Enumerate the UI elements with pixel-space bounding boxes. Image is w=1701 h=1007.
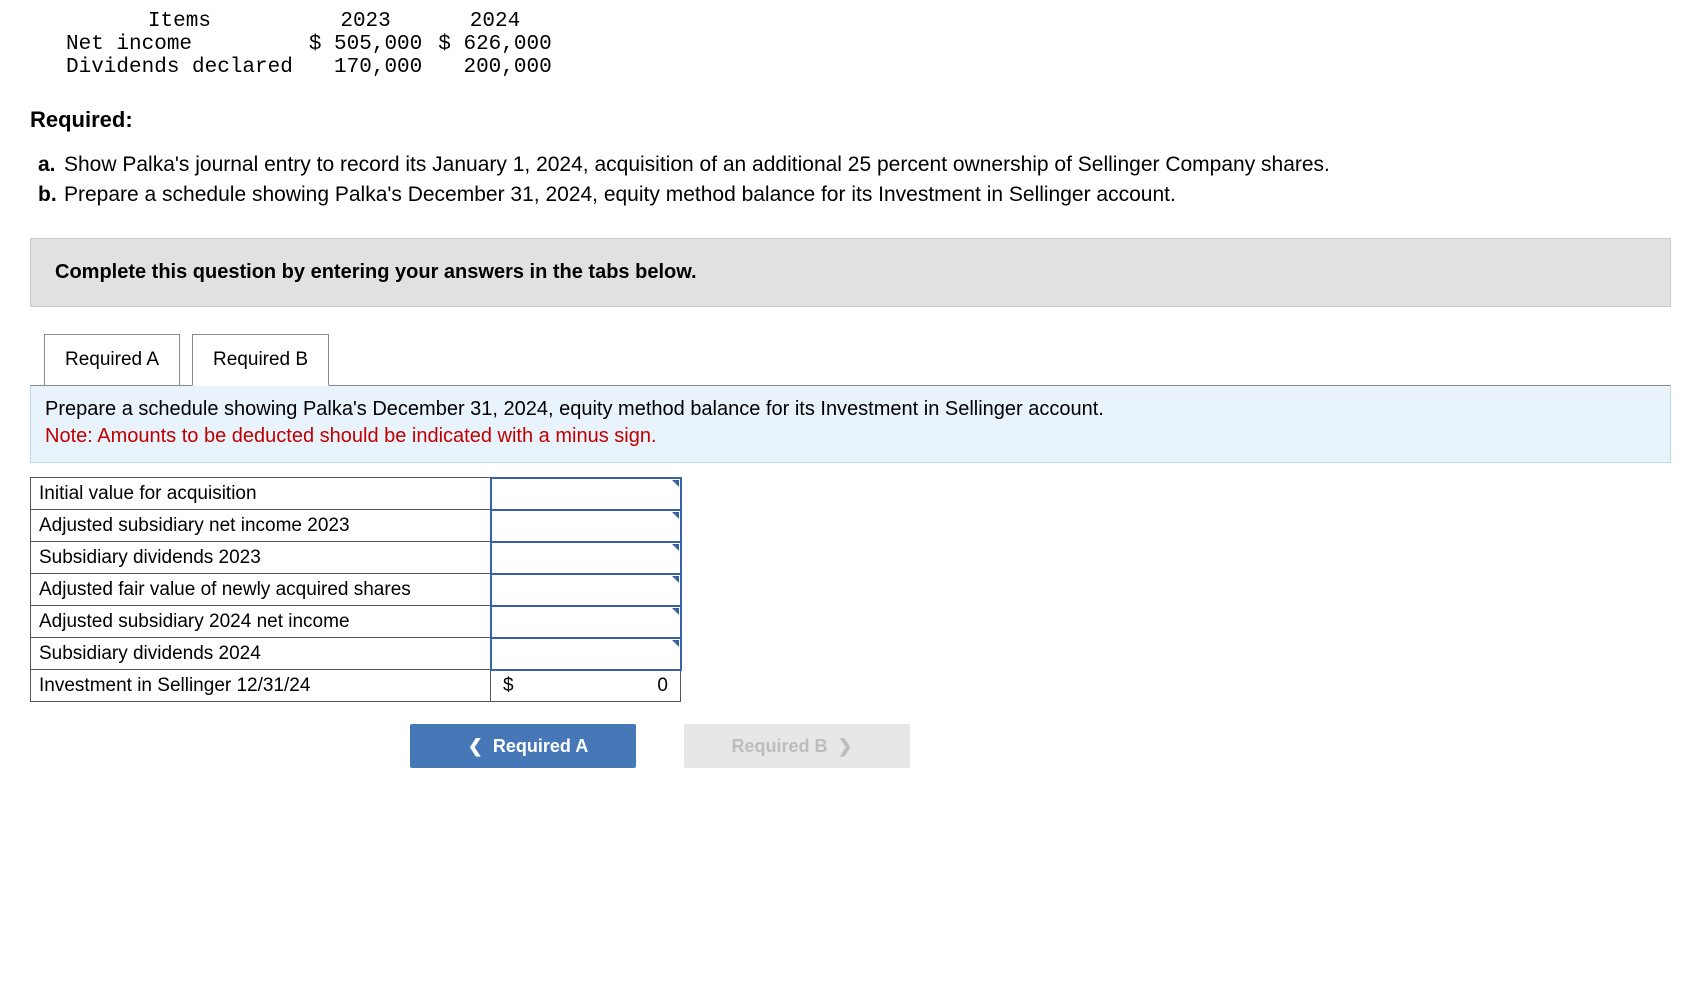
table-row: Initial value for acquisition	[31, 478, 681, 510]
nav-buttons: ❮ Required A Required B ❯	[410, 724, 1671, 768]
schedule-input[interactable]	[491, 510, 681, 542]
tab-required-a[interactable]: Required A	[44, 334, 180, 386]
schedule-input[interactable]	[491, 574, 681, 606]
table-row: Subsidiary dividends 2023	[31, 542, 681, 574]
chevron-left-icon: ❮	[468, 736, 483, 757]
cell-2024: $ 626,000	[430, 33, 559, 56]
schedule-label: Subsidiary dividends 2023	[31, 542, 491, 574]
cell-label: Net income	[58, 33, 301, 56]
table-row: Dividends declared 170,000 200,000	[58, 56, 560, 79]
cell-2023: 170,000	[301, 56, 430, 79]
schedule-label: Initial value for acquisition	[31, 478, 491, 510]
next-button: Required B ❯	[684, 724, 910, 768]
req-letter: a.	[38, 151, 64, 179]
prompt-main: Prepare a schedule showing Palka's Decem…	[45, 398, 1104, 420]
tab-prompt: Prepare a schedule showing Palka's Decem…	[30, 385, 1671, 463]
total-value: 0	[657, 675, 672, 697]
table-row: Adjusted fair value of newly acquired sh…	[31, 574, 681, 606]
instruction-bar: Complete this question by entering your …	[30, 238, 1671, 307]
col-2023: 2023	[301, 10, 430, 33]
cell-2023: $ 505,000	[301, 33, 430, 56]
tabs-row: Required A Required B	[44, 333, 1671, 385]
schedule-total-label: Investment in Sellinger 12/31/24	[31, 670, 491, 702]
requirements-list: a. Show Palka's journal entry to record …	[30, 151, 1671, 210]
table-row: Adjusted subsidiary net income 2023	[31, 510, 681, 542]
col-items: Items	[58, 10, 301, 33]
col-2024: 2024	[430, 10, 559, 33]
prompt-note: Note: Amounts to be deducted should be i…	[45, 425, 657, 447]
schedule-input[interactable]	[491, 542, 681, 574]
schedule-label: Adjusted fair value of newly acquired sh…	[31, 574, 491, 606]
next-label: Required B	[731, 736, 827, 757]
schedule-label: Adjusted subsidiary 2024 net income	[31, 606, 491, 638]
table-row: Net income $ 505,000 $ 626,000	[58, 33, 560, 56]
schedule-total-cell: $ 0	[491, 670, 681, 702]
schedule-label: Adjusted subsidiary net income 2023	[31, 510, 491, 542]
schedule-table: Initial value for acquisition Adjusted s…	[30, 477, 682, 703]
total-currency: $	[499, 675, 514, 697]
cell-label: Dividends declared	[58, 56, 301, 79]
schedule-input[interactable]	[491, 478, 681, 510]
req-text: Prepare a schedule showing Palka's Decem…	[64, 181, 1671, 209]
tab-required-b[interactable]: Required B	[192, 334, 329, 386]
table-row: Adjusted subsidiary 2024 net income	[31, 606, 681, 638]
req-letter: b.	[38, 181, 64, 209]
tab-content: Prepare a schedule showing Palka's Decem…	[30, 385, 1671, 769]
prev-label: Required A	[493, 736, 588, 757]
schedule-input[interactable]	[491, 606, 681, 638]
req-text: Show Palka's journal entry to record its…	[64, 151, 1671, 179]
list-item: b. Prepare a schedule showing Palka's De…	[38, 181, 1671, 209]
schedule-label: Subsidiary dividends 2024	[31, 638, 491, 670]
list-item: a. Show Palka's journal entry to record …	[38, 151, 1671, 179]
table-row: Subsidiary dividends 2024	[31, 638, 681, 670]
required-heading: Required:	[30, 107, 1671, 133]
chevron-right-icon: ❯	[837, 736, 852, 757]
prev-button[interactable]: ❮ Required A	[410, 724, 636, 768]
table-row: Investment in Sellinger 12/31/24 $ 0	[31, 670, 681, 702]
cell-2024: 200,000	[430, 56, 559, 79]
income-data-table: Items 2023 2024 Net income $ 505,000 $ 6…	[58, 10, 560, 79]
schedule-input[interactable]	[491, 638, 681, 670]
